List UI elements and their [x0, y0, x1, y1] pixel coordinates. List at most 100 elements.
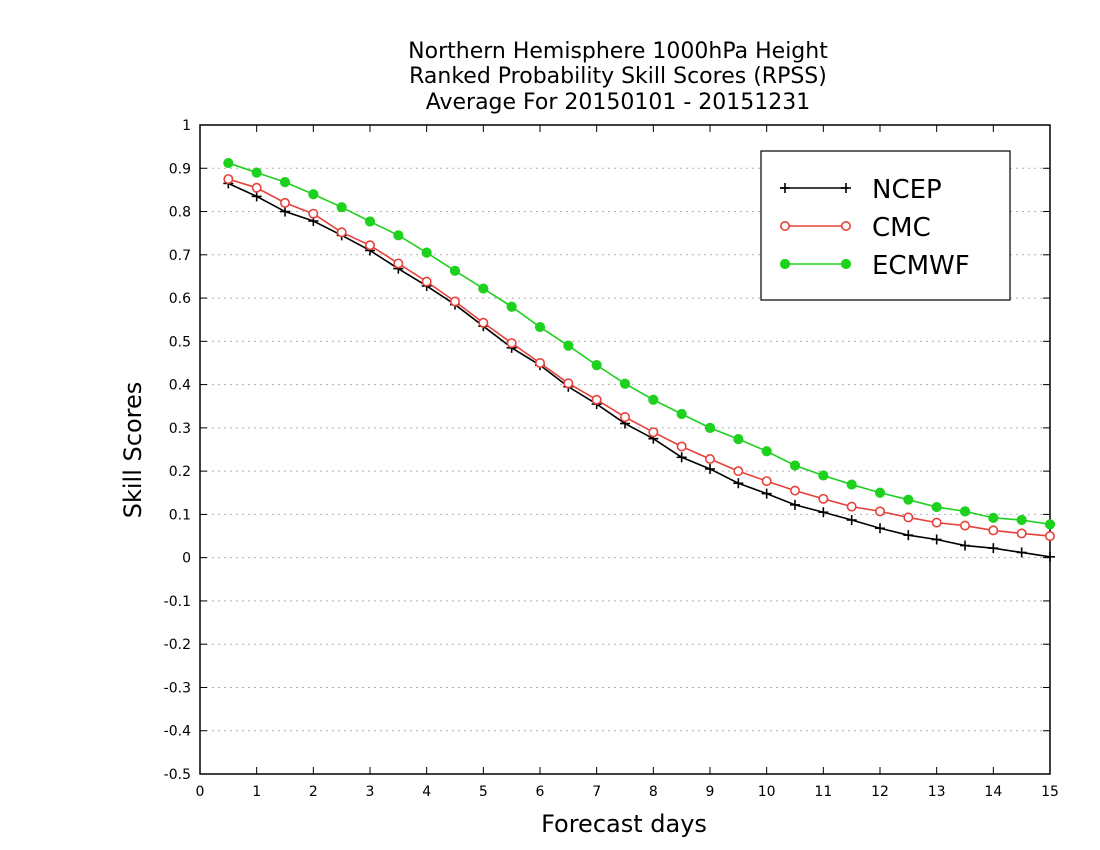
- data-point-cmc: [449, 296, 460, 307]
- series-ecmwf: [223, 157, 1056, 530]
- data-point-ncep: [903, 530, 914, 541]
- data-point-ncep: [251, 191, 262, 202]
- data-point-ecmwf: [534, 321, 546, 333]
- data-point-cmc: [478, 317, 489, 328]
- x-tick-label: 2: [309, 784, 318, 800]
- y-tick-label: 0.5: [169, 334, 191, 350]
- legend-item-ecmwf: ECMWF: [779, 251, 970, 281]
- legend-marker-cmc: [840, 221, 851, 232]
- data-point-cmc: [563, 378, 574, 389]
- data-point-ecmwf: [308, 189, 319, 200]
- data-point-ecmwf: [478, 283, 489, 294]
- legend-marker-ncep: [841, 183, 851, 193]
- y-tick-label: 0.6: [169, 291, 191, 307]
- data-point-ecmwf: [704, 422, 716, 433]
- x-tick-labels: 0 1 2 3 4 5 6 7 8 9 10 11 12 13 14 15: [196, 784, 1059, 800]
- data-point-ncep: [846, 515, 857, 526]
- x-tick-label: 8: [649, 784, 658, 800]
- x-tick-label: 6: [536, 784, 545, 800]
- x-axis-label: Forecast days: [541, 810, 707, 838]
- data-point-cmc: [223, 174, 234, 185]
- x-tick-label: 5: [479, 784, 488, 800]
- data-point-ecmwf: [761, 446, 772, 457]
- y-tick-label: 0.3: [169, 421, 191, 437]
- data-point-ncep: [761, 488, 772, 499]
- legend-marker-ecmwf: [840, 258, 852, 270]
- data-point-cmc: [308, 208, 319, 219]
- x-tick-label: 11: [814, 784, 832, 800]
- data-point-ncep: [1045, 551, 1055, 562]
- x-tick-label: 0: [196, 784, 205, 800]
- data-point-cmc: [279, 197, 290, 208]
- data-point-ecmwf: [931, 501, 942, 513]
- data-point-ecmwf: [1044, 519, 1056, 530]
- data-point-ncep: [733, 478, 744, 489]
- data-point-cmc: [959, 520, 970, 531]
- data-point-cmc: [704, 454, 715, 465]
- data-point-ecmwf: [1016, 514, 1027, 526]
- legend: NCEP CMC ECMWF: [760, 150, 1011, 301]
- data-point-ecmwf: [733, 434, 744, 445]
- data-point-cmc: [874, 506, 885, 517]
- data-point-cmc: [506, 338, 517, 349]
- data-point-ncep: [960, 540, 970, 551]
- data-point-ecmwf: [251, 167, 262, 178]
- y-tick-label: 0.8: [169, 205, 191, 221]
- data-point-cmc: [364, 240, 375, 251]
- data-point-ecmwf: [818, 470, 829, 481]
- data-point-ecmwf: [648, 394, 659, 405]
- legend-item-cmc: CMC: [779, 213, 931, 243]
- chart-title-line-3: Average For 20150101 - 20151231: [426, 90, 811, 115]
- x-tick-label: 9: [706, 784, 715, 800]
- x-tick-label: 7: [592, 784, 601, 800]
- data-point-cmc: [733, 466, 744, 477]
- data-point-ecmwf: [619, 378, 631, 389]
- data-point-cmc: [988, 525, 999, 536]
- data-series: [223, 157, 1056, 562]
- data-point-ncep: [875, 523, 885, 534]
- y-tick-labels: 1 0.9 0.8 0.7 0.6 0.5 0.4 0.3 0.2 0.1 0 -0.1 -0.2 -0.…: [164, 118, 191, 783]
- legend-item-ncep: NCEP: [780, 175, 942, 205]
- data-point-ncep: [931, 534, 942, 545]
- legend-marker-cmc: [779, 221, 790, 232]
- x-tick-label: 12: [871, 784, 889, 800]
- data-point-cmc: [421, 276, 432, 287]
- data-point-cmc: [903, 512, 914, 523]
- data-point-ecmwf: [364, 216, 376, 227]
- data-point-cmc: [846, 501, 857, 512]
- data-point-ncep: [818, 507, 829, 518]
- y-tick-label: -0.5: [164, 767, 191, 783]
- data-point-ecmwf: [393, 230, 404, 241]
- y-tick-label: -0.1: [164, 594, 191, 610]
- data-point-ecmwf: [563, 340, 574, 351]
- data-point-cmc: [251, 182, 262, 193]
- data-point-cmc: [676, 441, 687, 452]
- data-point-ncep: [790, 499, 800, 510]
- data-point-ecmwf: [789, 460, 801, 471]
- data-point-ecmwf: [421, 247, 432, 258]
- x-tick-label: 14: [984, 784, 1002, 800]
- legend-label-cmc: CMC: [872, 213, 931, 243]
- data-point-ncep: [705, 463, 715, 474]
- y-tick-label: -0.4: [164, 724, 191, 740]
- plot-frame: [199, 124, 1051, 775]
- y-tick-label: -0.3: [164, 680, 191, 696]
- x-tick-label: 3: [366, 784, 375, 800]
- data-point-ecmwf: [988, 512, 999, 523]
- y-tick-label: 0.4: [169, 378, 191, 394]
- data-point-ecmwf: [506, 301, 517, 312]
- x-tick-label: 4: [422, 784, 431, 800]
- x-tick-label: 1: [252, 784, 261, 800]
- y-tick-label: 0.7: [169, 248, 191, 264]
- data-point-ecmwf: [846, 479, 857, 490]
- y-tick-label: 1: [182, 118, 191, 134]
- y-axis-label: Skill Scores: [119, 382, 147, 519]
- series-cmc: [223, 174, 1056, 542]
- data-point-cmc: [818, 493, 829, 504]
- data-point-ncep: [676, 452, 687, 463]
- y-tick-label: -0.2: [164, 637, 191, 653]
- data-point-ecmwf: [449, 265, 461, 276]
- data-point-ecmwf: [279, 177, 291, 188]
